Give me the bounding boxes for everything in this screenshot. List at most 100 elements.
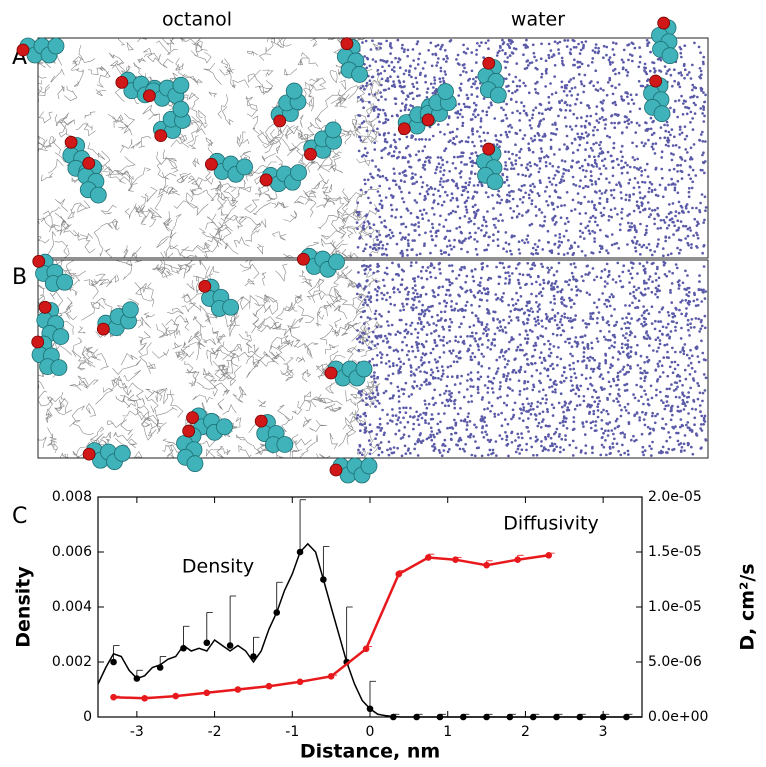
atom (186, 455, 204, 473)
atom (172, 100, 190, 118)
molecule (254, 414, 294, 453)
molecule (198, 278, 240, 317)
molecule (204, 152, 253, 183)
oxygen-atom (186, 411, 199, 425)
marker (203, 639, 211, 647)
water-molecules (355, 38, 708, 258)
y-tick-label: 0.006 (52, 544, 92, 560)
x-tick-label: -1 (285, 724, 299, 740)
marker (366, 705, 374, 713)
oxygen-atom (296, 252, 310, 266)
oxygen-atom (304, 147, 317, 161)
oxygen-atom (204, 157, 218, 171)
y-tick-label: 0.002 (52, 654, 92, 670)
oxygen-atom (649, 74, 663, 88)
atom (437, 83, 454, 100)
molecule (32, 253, 74, 292)
marker (250, 653, 257, 660)
molecule (270, 82, 307, 128)
atom (50, 359, 68, 377)
oxygen-atom (421, 113, 435, 127)
atom (236, 158, 253, 176)
panel-label: C (12, 504, 27, 529)
molecule (36, 300, 70, 345)
y2-axis-title: D, cm²/s (737, 563, 759, 650)
series-label: Diffusivity (503, 513, 598, 535)
marker (296, 548, 304, 556)
molecule (96, 301, 139, 337)
plot-frame (97, 496, 643, 718)
atom (56, 273, 74, 291)
marker (452, 556, 459, 563)
y-tick-label: 0.008 (52, 489, 92, 505)
atom (360, 457, 378, 475)
marker (226, 642, 234, 649)
y2-tick-label: 1.0e-05 (648, 599, 702, 615)
atom (89, 186, 107, 204)
atom (324, 121, 342, 139)
water-molecules (355, 260, 708, 458)
oxygen-atom (154, 129, 168, 143)
molecule (643, 74, 671, 123)
oxygen-atom (657, 16, 671, 30)
series-label: Density (182, 556, 254, 578)
y-tick-label: 0.004 (52, 599, 92, 615)
oxygen-atom (31, 335, 45, 349)
atom (216, 418, 233, 436)
atom (172, 76, 190, 94)
y2-tick-label: 0.0e+00 (648, 709, 708, 725)
marker (110, 658, 117, 666)
marker (180, 644, 187, 652)
x-tick-label: -2 (208, 724, 222, 740)
oxygen-atom (142, 89, 156, 103)
oxygen-atom (273, 114, 287, 128)
marker (362, 645, 370, 653)
molecule (259, 164, 307, 193)
marker (273, 609, 281, 616)
oxygen-atom (340, 37, 354, 51)
atom (285, 82, 303, 100)
oxygen-atom (115, 75, 129, 89)
molecule (477, 56, 507, 104)
marker (424, 554, 432, 561)
oxygen-atom (16, 43, 30, 57)
column-label: water (511, 9, 565, 31)
oxygen-atom (259, 173, 273, 187)
oxygen-atom (482, 142, 496, 156)
panel-label: B (12, 265, 27, 290)
marker (172, 692, 180, 700)
oxygen-atom (329, 463, 343, 477)
error-bar (322, 546, 330, 580)
marker (327, 673, 335, 680)
marker (296, 678, 304, 686)
oxygen-atom (32, 254, 46, 268)
molecule (31, 335, 68, 377)
marker (234, 686, 242, 693)
error-bar (276, 581, 283, 613)
oxygen-atom (38, 300, 52, 314)
atom (121, 301, 139, 319)
error-bar (183, 625, 190, 649)
oxygen-atom (96, 322, 110, 336)
oxygen-atom (198, 279, 212, 293)
y2-tick-label: 1.5e-05 (648, 544, 702, 560)
atom (222, 298, 240, 316)
oxygen-atom (82, 447, 96, 461)
marker (156, 664, 164, 671)
marker (320, 576, 327, 583)
atom (653, 105, 671, 123)
molecule (476, 142, 504, 191)
error-bar (229, 595, 237, 646)
molecule (296, 247, 345, 278)
atom (486, 173, 504, 191)
molecule (419, 83, 457, 127)
x-tick-label: 2 (521, 724, 530, 740)
atom (47, 37, 65, 55)
oxygen-atom (254, 414, 268, 428)
marker (265, 682, 273, 690)
error-bar (369, 680, 376, 709)
y-axis-title: Density (13, 566, 35, 648)
chart: -3 -2 -1 0 1 2 3 0 0.002 0.004 0.006 0.008 0.0e+00 5.… (13, 489, 759, 763)
